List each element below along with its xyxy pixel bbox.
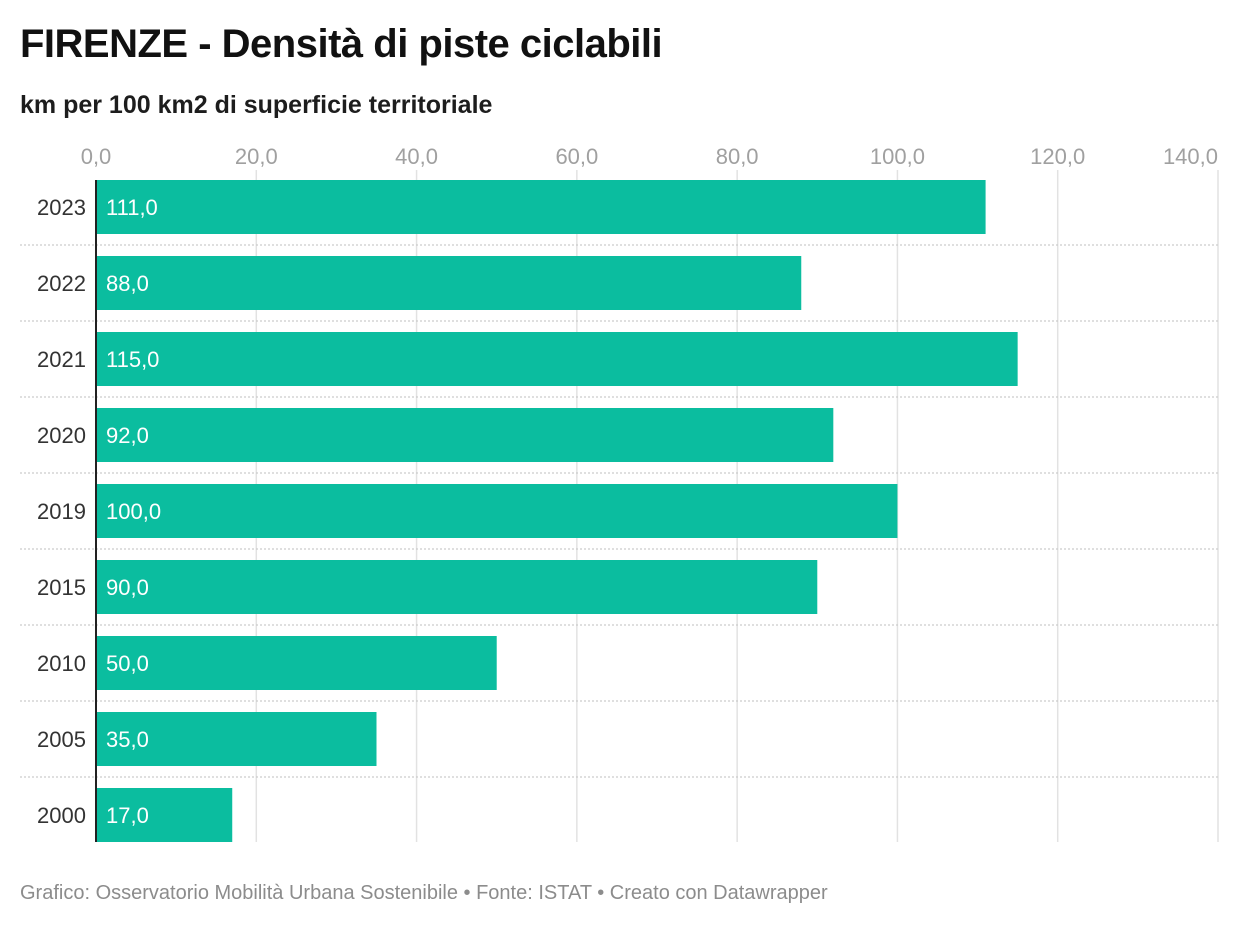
bar-2005 [96,712,377,766]
bar-2015 [96,560,818,614]
bar-2010 [96,636,497,690]
category-label: 2021 [37,347,86,372]
x-tick-label: 40,0 [395,144,438,169]
chart-subtitle: km per 100 km2 di superficie territorial… [20,91,493,119]
value-label: 17,0 [106,803,149,828]
bar-2000 [96,788,233,842]
value-labels: 111,0 88,0 115,0 92,0 100,0 90,0 50,0 35,0 17,0 [106,195,161,828]
bar-2019 [96,484,898,538]
category-label: 2020 [37,423,86,448]
x-axis-ticks: 0,0 20,0 40,0 60,0 80,0 100,0 120,0 140,0 [81,144,1218,169]
x-tick-label: 100,0 [870,144,925,169]
bar-2021 [96,332,1018,386]
bar-2020 [96,408,834,462]
category-label: 2022 [37,271,86,296]
value-label: 115,0 [106,347,159,372]
x-tick-label: 120,0 [1030,144,1085,169]
x-tick-label: 20,0 [235,144,278,169]
value-label: 90,0 [106,575,149,600]
category-label: 2005 [37,727,86,752]
category-label: 2010 [37,651,86,676]
value-label: 111,0 [106,195,158,220]
category-label: 2023 [37,195,86,220]
category-label: 2019 [37,499,86,524]
value-label: 35,0 [106,727,149,752]
chart-title: FIRENZE - Densità di piste ciclabili [20,22,663,66]
chart-footer: Grafico: Osservatorio Mobilità Urbana So… [20,882,828,904]
x-tick-label: 80,0 [716,144,759,169]
bar-2023 [96,180,986,234]
row-labels: 2023 2022 2021 2020 2019 2015 2010 2005 2000 [37,195,86,828]
value-label: 50,0 [106,651,149,676]
x-tick-label: 60,0 [555,144,598,169]
x-tick-label: 140,0 [1163,144,1218,169]
value-label: 100,0 [106,499,161,524]
value-label: 92,0 [106,423,149,448]
category-label: 2000 [37,803,86,828]
bar-2022 [96,256,802,310]
category-label: 2015 [37,575,86,600]
x-tick-label: 0,0 [81,144,112,169]
value-label: 88,0 [106,271,149,296]
bars [96,180,1018,842]
